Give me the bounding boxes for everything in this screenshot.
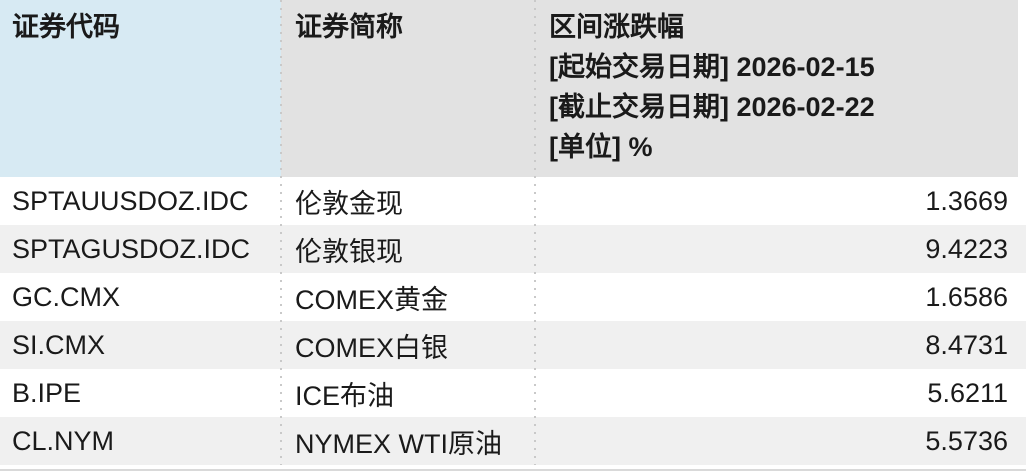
table-row[interactable]: CL.NYM NYMEX WTI原油 5.5736 <box>0 417 1026 465</box>
change-value-cell: 1.3669 <box>925 185 1008 216</box>
header-right-gap <box>1018 0 1026 177</box>
change-value-cell: 5.6211 <box>927 377 1008 408</box>
security-name-cell: COMEX白银 <box>295 332 449 363</box>
security-code-cell: B.IPE <box>12 377 82 408</box>
header-end-trade-date: [截止交易日期] 2026-02-22 <box>549 92 875 122</box>
securities-table: 证券代码 证券简称 区间涨跌幅 [起始交易日期] 2026-02-15 [截止交… <box>0 0 1026 465</box>
header-security-name[interactable]: 证券简称 <box>281 0 535 177</box>
security-name-cell: 伦敦金现 <box>295 188 403 219</box>
security-code-cell: CL.NYM <box>12 425 115 456</box>
table-bottom-border <box>0 469 1026 471</box>
header-security-name-label: 证券简称 <box>295 12 403 42</box>
security-name-cell: 伦敦银现 <box>295 236 403 267</box>
security-code-cell: SPTAGUSDOZ.IDC <box>12 233 251 264</box>
header-range-change-label: 区间涨跌幅 <box>549 12 684 42</box>
header-row: 证券代码 证券简称 区间涨跌幅 [起始交易日期] 2026-02-15 [截止交… <box>0 0 1026 177</box>
change-value-cell: 1.6586 <box>925 281 1008 312</box>
table-row[interactable]: SPTAGUSDOZ.IDC 伦敦银现 9.4223 <box>0 225 1026 273</box>
header-start-trade-date: [起始交易日期] 2026-02-15 <box>549 52 875 82</box>
table-row[interactable]: SPTAUUSDOZ.IDC 伦敦金现 1.3669 <box>0 177 1026 225</box>
table-row[interactable]: B.IPE ICE布油 5.6211 <box>0 369 1026 417</box>
security-name-cell: COMEX黄金 <box>295 284 449 315</box>
table-body: SPTAUUSDOZ.IDC 伦敦金现 1.3669 SPTAGUSDOZ.ID… <box>0 177 1026 465</box>
header-range-change[interactable]: 区间涨跌幅 [起始交易日期] 2026-02-15 [截止交易日期] 2026-… <box>535 0 1026 177</box>
security-name-cell: ICE布油 <box>295 380 395 411</box>
table-header: 证券代码 证券简称 区间涨跌幅 [起始交易日期] 2026-02-15 [截止交… <box>0 0 1026 177</box>
table-row[interactable]: GC.CMX COMEX黄金 1.6586 <box>0 273 1026 321</box>
change-value-cell: 5.5736 <box>925 425 1008 456</box>
security-code-cell: SI.CMX <box>12 329 106 360</box>
header-unit: [单位] % <box>549 132 653 162</box>
change-value-cell: 9.4223 <box>925 233 1008 264</box>
security-code-cell: SPTAUUSDOZ.IDC <box>12 185 249 216</box>
header-security-code[interactable]: 证券代码 <box>0 0 281 177</box>
header-security-code-label: 证券代码 <box>12 12 120 42</box>
security-code-cell: GC.CMX <box>12 281 120 312</box>
table-row[interactable]: SI.CMX COMEX白银 8.4731 <box>0 321 1026 369</box>
security-name-cell: NYMEX WTI原油 <box>295 428 502 459</box>
change-value-cell: 8.4731 <box>925 329 1008 360</box>
